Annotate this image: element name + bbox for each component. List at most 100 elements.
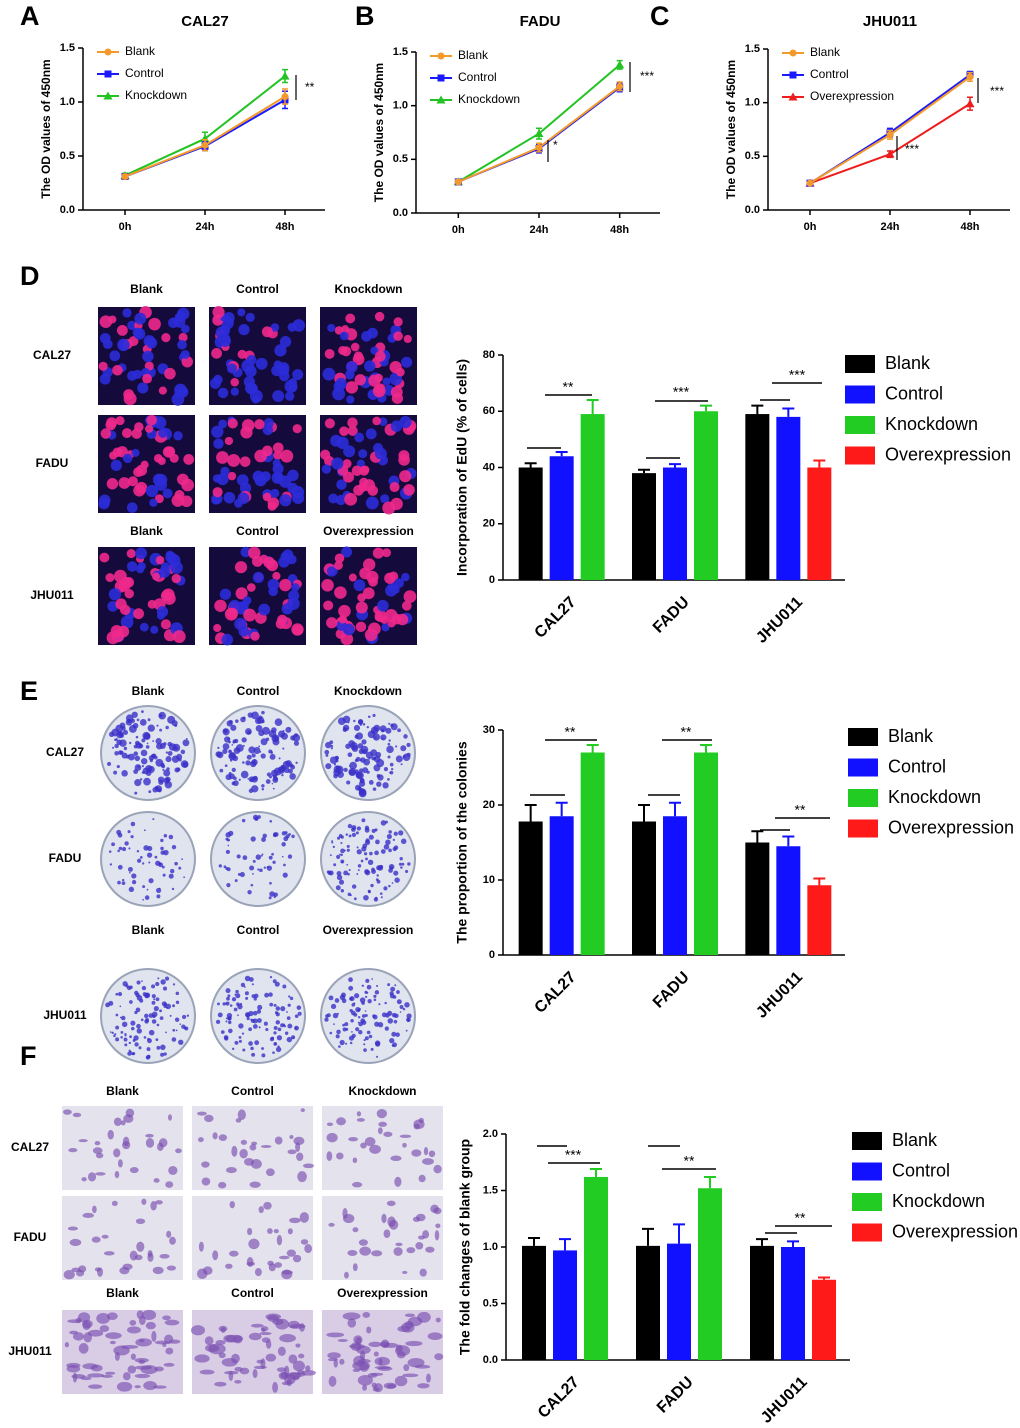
colony [349,997,353,1001]
nucleus [273,450,283,460]
colony [275,1020,281,1025]
nucleus [212,487,223,498]
colony [344,1022,349,1027]
y-tick-label: 1.0 [483,1241,498,1253]
colony [174,1017,180,1022]
colony [386,834,392,840]
nucleus [127,370,138,381]
colony [395,1032,400,1037]
nucleus [382,501,396,515]
colony [373,998,377,1002]
colony [381,737,384,740]
colony [231,744,234,746]
cell-blob [274,1136,283,1145]
colony [147,724,155,732]
colony [159,728,163,732]
colony [172,1028,176,1032]
cell-blob [101,1374,113,1378]
y-tick-label: 0.0 [393,207,408,219]
cell-blob [275,1318,290,1330]
colony [255,724,263,732]
colony [140,749,148,757]
bar [580,752,605,955]
bar [663,467,687,580]
colony [152,740,155,742]
colony [165,1003,172,1010]
colony [282,747,285,750]
colony [156,724,159,727]
colony [287,1003,291,1007]
colony [176,767,181,772]
colony [273,1031,277,1035]
colony [376,984,379,987]
colony [335,1034,340,1039]
legend-label: Control [125,66,164,80]
cell-blob [129,1319,137,1326]
colony [340,853,343,857]
colony [406,1017,411,1023]
colony [402,753,411,762]
colony [129,871,131,874]
cell-blob [433,1164,442,1174]
colony [385,727,392,734]
colony [377,1022,384,1028]
colony [165,756,172,763]
colony [140,757,148,765]
legend-label: Blank [892,1130,938,1150]
cell-blob [240,1139,248,1145]
colony [372,733,381,741]
colony [239,1002,243,1006]
cell-blob [162,1315,171,1321]
cell-image [210,968,306,1064]
cell-blob [289,1217,301,1224]
colony [241,818,246,823]
cell-blob [218,1352,226,1359]
colony [142,862,145,865]
nucleus [353,579,366,592]
cell-blob [299,1212,309,1223]
cell-blob [295,1142,301,1152]
colony [146,888,149,891]
colony [354,993,360,999]
legend-swatch [852,1132,882,1150]
cell-blob [117,1159,123,1168]
colony [272,1051,275,1054]
nucleus [321,579,334,592]
colony [157,788,162,793]
y-tick-label: 2.0 [483,1128,498,1140]
colony [143,829,146,832]
legend-label: Knockdown [125,88,187,102]
colony [242,761,245,764]
cell-blob [359,1246,371,1256]
colony [278,766,285,773]
bar [781,1247,805,1360]
bar [632,821,656,955]
point [281,93,289,101]
colony [354,734,359,739]
colony [151,1000,156,1005]
cell-blob [405,1340,423,1347]
colony [353,897,357,901]
colony [370,883,374,888]
colony [253,747,261,755]
cell-blob [395,1242,403,1247]
cell-blob [418,1117,424,1124]
bar [812,1279,836,1360]
colony [141,771,145,774]
colony [146,852,153,858]
colony [340,859,345,864]
legend-label: Overexpression [810,89,894,103]
nucleus [365,428,377,440]
colony [121,1015,126,1021]
nucleus [365,496,379,510]
colony [134,755,141,762]
colony [114,751,119,756]
cell-blob [364,1137,376,1147]
colony [332,845,335,849]
colony [356,873,359,875]
cell-blob [383,1131,393,1137]
colony [129,985,133,989]
cell-blob [196,1268,208,1280]
nucleus [284,391,295,401]
nucleus [272,390,285,403]
